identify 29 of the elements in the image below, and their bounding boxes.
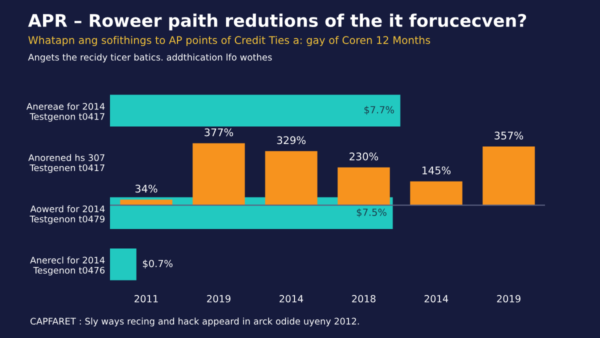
- data-label: $0.7%: [143, 260, 173, 268]
- bar: [410, 181, 462, 206]
- bar: [192, 143, 245, 206]
- chart-title: APR – Roweer paith redutions of the it forucecven?: [28, 14, 526, 30]
- y-tick-label: Anerecl for 2014 Tesgenon t0476: [30, 256, 105, 276]
- x-tick-label: 2018: [352, 295, 376, 302]
- data-label: 357%: [494, 132, 524, 140]
- y-tick-label: Aowerd for 2014 Testgenon t0479: [30, 205, 105, 224]
- x-tick-label: 2019: [207, 295, 230, 302]
- data-label: 145%: [422, 166, 451, 174]
- bar: [265, 151, 318, 206]
- data-label: 34%: [135, 184, 158, 193]
- text: CAPFARET : Sly ways recing and hack appeard in arck odide uyeny 2012.: [30, 318, 359, 326]
- x-tick-label: 2019: [497, 295, 520, 302]
- data-label: 377%: [204, 128, 234, 136]
- text: Angets the recidy ticer batics. addthication lfo wothes: [28, 54, 272, 62]
- data-label: 329%: [277, 136, 306, 144]
- y-tick-label: Anereae for 2014 Testgenon t0417: [26, 102, 105, 122]
- bar: [482, 146, 535, 206]
- x-tick-label: 2014: [280, 295, 304, 302]
- bar: [120, 200, 172, 206]
- data-label: 230%: [350, 152, 378, 160]
- data-label: $7.5%: [356, 208, 386, 218]
- x-tick-label: 2011: [134, 295, 158, 302]
- data-label: $7.7%: [364, 106, 394, 115]
- x-tick-label: 2014: [424, 295, 448, 302]
- chart-subtitle: Whatapn ang sofithings to AP points of Credit Ties a: gay of Coren 12 Months: [28, 36, 430, 46]
- y-tick-label: Anorened hs 307 Testgenen t0417: [28, 154, 104, 173]
- bar: [338, 167, 390, 206]
